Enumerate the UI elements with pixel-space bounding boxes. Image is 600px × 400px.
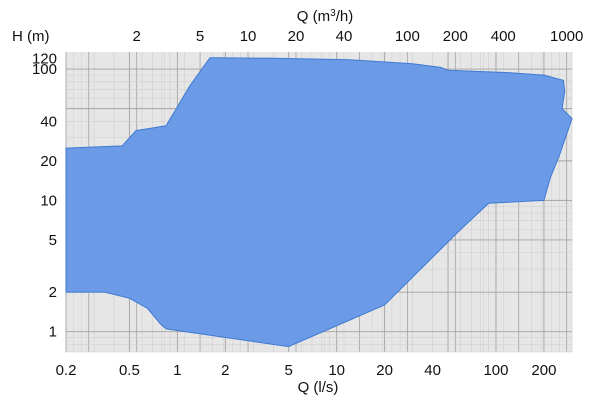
y-tick-label: 20 bbox=[40, 153, 57, 170]
x-top-tick-label: 2 bbox=[133, 28, 141, 45]
x-bottom-axis-title: Q (l/s) bbox=[298, 379, 339, 396]
x-top-tick-label: 400 bbox=[491, 28, 516, 45]
x-bottom-tick-label: 0.5 bbox=[119, 362, 140, 379]
x-bottom-tick-label: 10 bbox=[328, 362, 345, 379]
x-top-title-sup: 3 bbox=[330, 8, 336, 19]
x-top-tick-label: 40 bbox=[336, 28, 353, 45]
x-bottom-tick-label: 40 bbox=[424, 362, 441, 379]
y-tick-label: 5 bbox=[49, 232, 57, 249]
x-top-tick-labels: 2 5 10 20 40 100 200 400 1000 bbox=[133, 28, 584, 45]
x-bottom-tick-labels: 0.2 0.5 1 2 5 10 20 40 100 200 bbox=[56, 362, 557, 379]
y-tick-label: 120 bbox=[32, 51, 57, 68]
y-tick-label: 40 bbox=[40, 113, 57, 130]
x-top-tick-label: 1000 bbox=[550, 28, 583, 45]
y-tick-label: 100 bbox=[32, 61, 57, 78]
x-bottom-tick-label: 100 bbox=[483, 362, 508, 379]
x-top-tick-label: 10 bbox=[240, 28, 257, 45]
x-top-title-prefix: Q (m bbox=[297, 8, 330, 25]
y-tick-label: 10 bbox=[40, 192, 57, 209]
x-bottom-tick-label: 1 bbox=[173, 362, 181, 379]
x-top-axis-title: Q (m3/h) bbox=[297, 8, 353, 26]
x-top-tick-label: 100 bbox=[395, 28, 420, 45]
x-top-tick-label: 5 bbox=[196, 28, 204, 45]
y-axis-title: H (m) bbox=[12, 28, 50, 45]
x-top-tick-label: 20 bbox=[288, 28, 305, 45]
x-bottom-tick-label: 20 bbox=[376, 362, 393, 379]
y-tick-label: 1 bbox=[49, 324, 57, 341]
x-bottom-tick-label: 0.2 bbox=[56, 362, 77, 379]
x-top-title-suffix: /h) bbox=[336, 8, 354, 25]
x-bottom-tick-label: 200 bbox=[531, 362, 556, 379]
x-bottom-tick-label: 5 bbox=[285, 362, 293, 379]
operating-range-area bbox=[65, 57, 573, 348]
x-bottom-tick-label: 2 bbox=[221, 362, 229, 379]
x-top-tick-label: 200 bbox=[443, 28, 468, 45]
y-tick-label: 2 bbox=[49, 284, 57, 301]
